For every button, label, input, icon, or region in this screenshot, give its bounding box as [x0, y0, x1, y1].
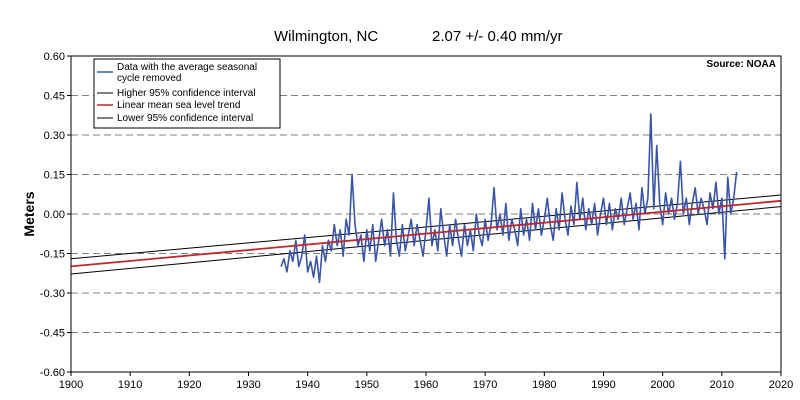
legend: Data with the average seasonal cycle rem… — [93, 58, 281, 129]
trend-line-group — [70, 199, 782, 268]
gridlines — [71, 95, 781, 333]
x-tick-label: 1960 — [414, 379, 438, 391]
y-tick-label: -0.60 — [40, 367, 65, 379]
x-tick-label: 1920 — [177, 379, 201, 391]
x-tick-label: 1970 — [473, 379, 497, 391]
chart-title-trend: 2.07 +/- 0.40 mm/yr — [432, 28, 562, 45]
x-tick-label: 2010 — [710, 379, 734, 391]
x-tick-label: 2000 — [650, 379, 674, 391]
x-tick-label: 1990 — [591, 379, 615, 391]
source-label: Source: NOAA — [707, 59, 776, 70]
y-tick-label: 0.60 — [44, 51, 65, 63]
x-tick-label: 1900 — [59, 379, 83, 391]
x-tick-label: 1980 — [532, 379, 556, 391]
y-tick-label: -0.30 — [40, 288, 65, 300]
y-axis-label: Meters — [21, 191, 37, 236]
x-tick-label: 1910 — [118, 379, 142, 391]
y-tick-label: 0.30 — [44, 130, 65, 142]
y-tick-label: 0.45 — [44, 91, 65, 103]
trend-line — [70, 199, 782, 268]
x-tick-label: 2020 — [769, 379, 793, 391]
x-axis: 1900 1910 1920 1930 1940 1950 1960 1970 1980 1990… — [59, 372, 793, 391]
y-axis: 0.60 0.45 0.30 0.15 0.00 -0.15 -0.30 -0.45 -0.60 — [40, 51, 71, 379]
x-tick-label: 1940 — [295, 379, 319, 391]
chart-title-location: Wilmington, NC — [274, 28, 378, 45]
monthly-data-line — [280, 113, 738, 284]
x-tick-label: 1950 — [355, 379, 379, 391]
legend-label-higher-ci: Higher 95% confidence interval — [117, 88, 255, 99]
legend-label-lower-ci: Lower 95% confidence interval — [117, 113, 253, 124]
legend-label-data-line1: Data with the average seasonal — [117, 62, 257, 73]
data-series — [280, 113, 738, 284]
legend-label-trend: Linear mean sea level trend — [117, 100, 240, 111]
y-tick-label: -0.45 — [40, 328, 65, 340]
y-tick-label: -0.15 — [40, 249, 65, 261]
legend-label-data-line2: cycle removed — [117, 73, 181, 84]
y-tick-label: 0.15 — [44, 170, 65, 182]
x-tick-label: 1930 — [236, 379, 260, 391]
legend-box — [93, 58, 281, 129]
y-tick-label: 0.00 — [44, 209, 65, 221]
